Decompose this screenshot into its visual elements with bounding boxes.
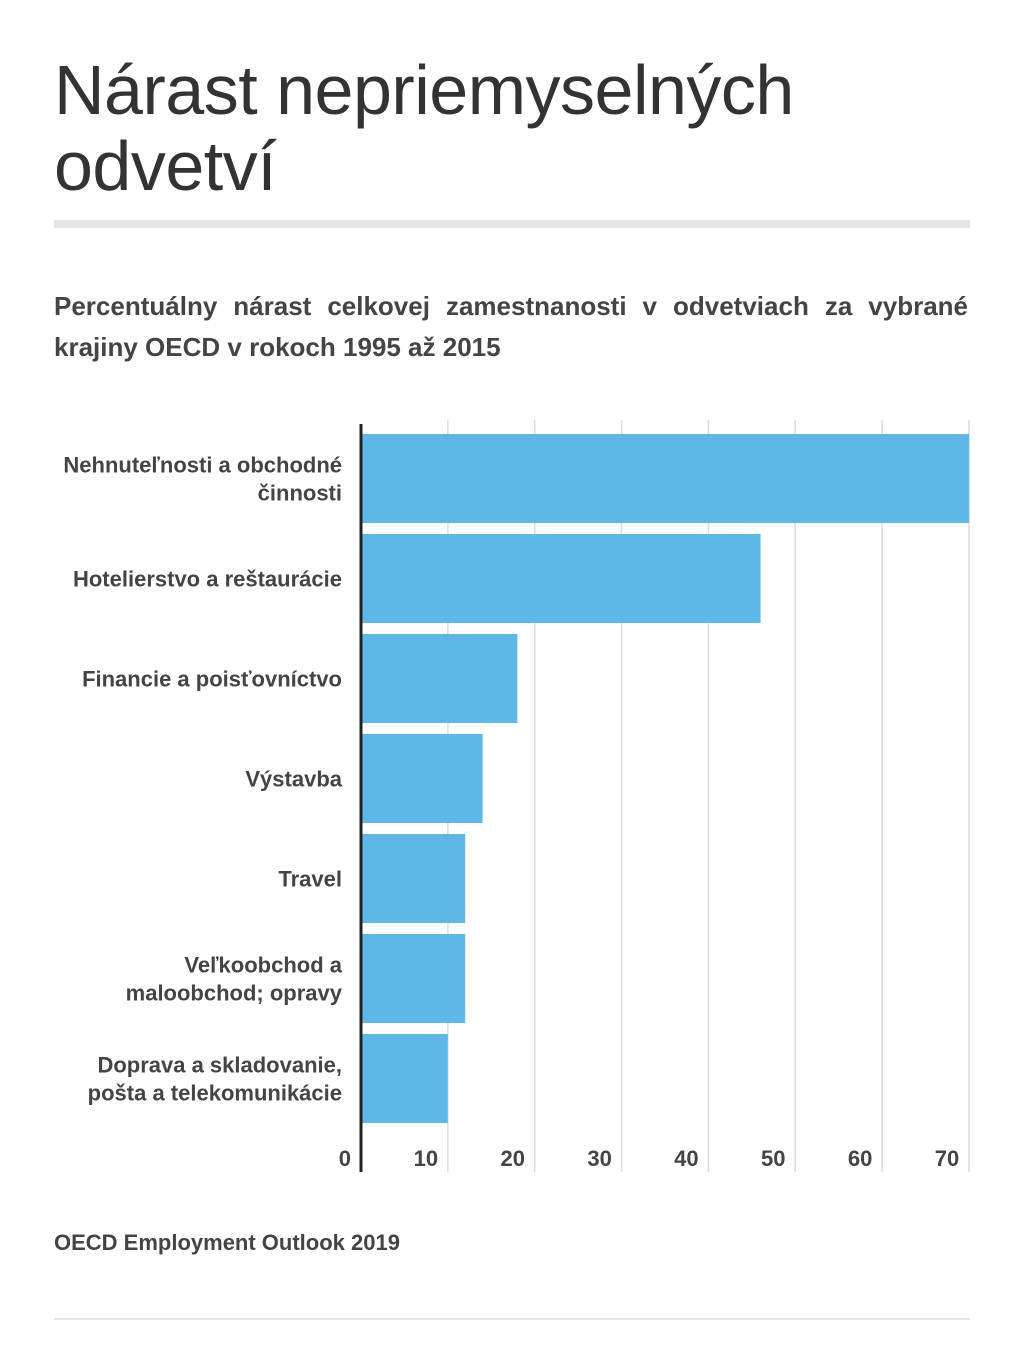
category-label-5-0: Veľkoobchod a [184,953,342,978]
tick-label-10: 10 [414,1146,438,1171]
tick-label-30: 30 [587,1146,611,1171]
category-label-4-0: Travel [278,867,342,892]
bar-5 [361,934,466,1023]
bar-1 [361,534,761,623]
category-label-5-1: maloobchod; opravy [126,981,343,1006]
category-label-6-0: Doprava a skladovanie, [97,1053,342,1078]
footer-divider [54,1318,970,1320]
bar-2 [361,634,518,723]
category-label-3-0: Výstavba [245,767,342,792]
bar-3 [361,734,483,823]
category-label-6-1: pošta a telekomunikácie [88,1081,342,1106]
bar-4 [361,834,466,923]
bars [361,434,969,1123]
category-labels: Nehnuteľnosti a obchodné činnosti Hotelier… [63,453,342,1106]
tick-label-50: 50 [761,1146,785,1171]
source-note: OECD Employment Outlook 2019 [54,1230,400,1255]
bar-chart: Nehnuteľnosti a obchodné činnosti Hotelier… [63,420,970,1172]
grid-lines [447,420,970,1172]
category-label-0-1: činnosti [258,481,342,506]
category-label-0-0: Nehnuteľnosti a obchodné [63,453,342,478]
tick-label-0: 0 [339,1146,351,1171]
chart-subtitle: Percentuálny nárast celkovej zamestnanos… [54,291,968,362]
bar-0 [361,434,969,523]
tick-label-40: 40 [674,1146,698,1171]
tick-label-20: 20 [500,1146,524,1171]
chart-title: Nárast nepriemyselných odvetví [54,51,794,205]
tick-label-60: 60 [848,1146,872,1171]
title-divider [54,220,970,228]
bar-6 [361,1034,448,1123]
category-label-2-0: Financie a poisťovníctvo [82,667,342,692]
tick-label-70: 70 [935,1146,959,1171]
category-label-1-0: Hotelierstvo a reštaurácie [73,567,342,592]
tick-labels: 0 10 20 30 40 50 60 70 [339,1146,959,1171]
